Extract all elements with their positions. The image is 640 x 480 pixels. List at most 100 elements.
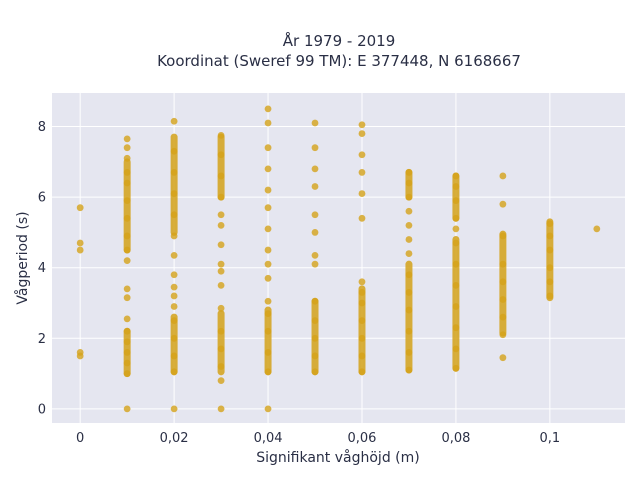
data-point [170,405,178,413]
data-point [76,204,84,212]
data-point [311,119,319,127]
x-axis-label: Signifikant våghöjd (m) [256,449,419,466]
data-point [311,183,319,190]
data-point [123,315,131,323]
data-point [452,260,460,268]
data-point [264,349,272,356]
data-point [311,260,319,268]
data-point [452,324,460,332]
data-point [311,251,319,259]
data-point [76,349,84,356]
data-point [123,405,131,413]
data-point [264,225,272,233]
data-point [264,310,272,317]
data-point [264,327,272,335]
data-point [405,327,413,335]
x-tick-label: 0,08 [441,431,470,446]
data-point [217,151,225,159]
data-point [499,200,507,208]
data-point [123,349,131,356]
data-point [170,303,178,310]
data-point [170,211,178,219]
x-tick-label: 0,06 [348,431,377,446]
data-point [123,246,131,254]
data-point [264,119,272,127]
data-point [170,317,178,325]
data-point [452,345,460,353]
data-point [405,250,413,257]
data-point [123,338,131,346]
data-point [405,193,413,201]
data-point [170,232,178,240]
data-point [358,352,366,360]
data-point [170,352,178,360]
y-axis-ticks: 0 2 4 6 8 [38,120,46,417]
data-point [499,313,507,321]
data-point [217,377,225,385]
data-point [358,190,366,197]
y-tick-label: 4 [38,261,46,276]
data-point [123,327,131,335]
plot-area [52,93,625,423]
data-point [358,169,366,176]
data-point [452,225,460,233]
data-point [358,130,366,137]
chart-title-line-1: År 1979 - 2019 [283,31,396,50]
data-point [217,241,225,249]
y-tick-label: 0 [38,402,46,417]
data-point [405,169,413,176]
data-point [546,278,554,286]
data-point [264,204,272,212]
y-tick-label: 6 [38,191,46,206]
data-point [123,179,131,187]
data-points [76,105,601,413]
data-point [170,271,178,279]
data-point [311,334,319,342]
data-point [311,297,319,305]
data-point [217,405,225,413]
x-tick-label: 0,1 [540,431,561,446]
data-point [76,239,84,247]
data-point [452,239,460,247]
data-point [123,257,131,265]
data-point [123,135,131,143]
data-point [311,144,319,152]
data-point [452,172,460,180]
data-point [499,278,507,286]
data-point [217,131,225,139]
x-tick-label: 0 [76,431,84,446]
data-point [546,292,554,300]
data-point [123,285,131,293]
data-point [217,211,225,219]
data-point [123,169,131,176]
data-point [358,299,366,307]
data-point [546,232,554,240]
data-point [405,207,413,215]
data-point [499,296,507,303]
data-point [170,190,178,197]
y-tick-label: 2 [38,332,46,347]
data-point [311,211,319,219]
data-point [264,246,272,254]
data-point [358,289,366,296]
data-point [358,334,366,342]
data-point [264,274,272,282]
x-tick-label: 0,04 [254,431,283,446]
x-axis-ticks: 0 0,02 0,04 0,06 0,08 0,1 [76,431,560,446]
data-point [593,225,601,233]
data-point [264,165,272,173]
data-point [217,304,225,312]
data-point [264,368,272,376]
data-point [217,281,225,289]
data-point [123,144,131,152]
data-point [358,317,366,325]
data-point [123,197,131,205]
data-point [217,327,225,335]
chart-title-line-2: Koordinat (Sweref 99 TM): E 377448, N 61… [157,52,521,70]
data-point [217,193,225,201]
data-point [170,283,178,291]
data-point [170,169,178,176]
data-point [170,368,178,376]
data-point [264,405,272,413]
